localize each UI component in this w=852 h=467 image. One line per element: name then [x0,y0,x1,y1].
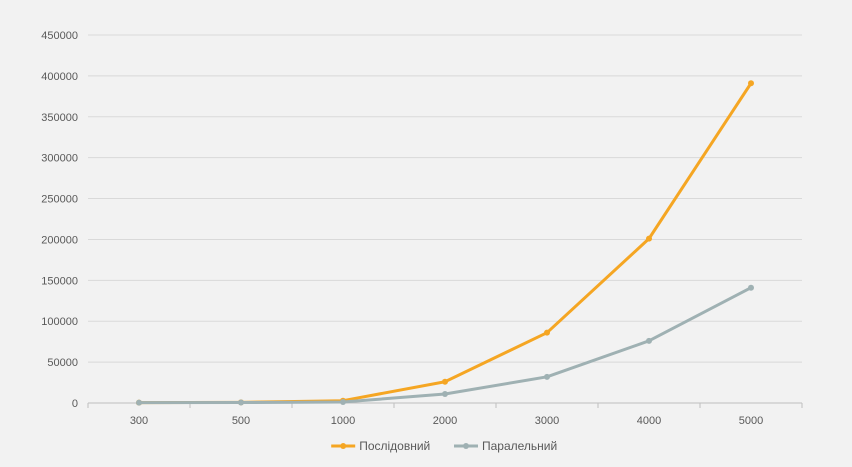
legend-swatch-marker [463,443,469,449]
data-point [442,391,448,398]
y-tick-label: 400000 [41,71,78,83]
legend-label: Послідовний [359,439,430,453]
x-axis-ticks: 300 500 1000 2000 3000 4000 5000 [87,403,803,427]
y-tick-label: 350000 [41,112,78,124]
legend-item: Паралельний [454,439,557,453]
data-point [748,284,754,291]
series-line-0 [137,81,753,405]
x-tick-label: 4000 [637,415,661,427]
x-tick-label: 3000 [535,415,559,427]
x-tick-label: 1000 [331,415,355,427]
x-tick-label: 500 [232,415,250,427]
y-tick-label: 150000 [41,275,78,287]
x-tick-label: 2000 [433,415,457,427]
data-point [544,329,550,336]
legend-item: Послідовний [331,439,430,453]
y-tick-label: 450000 [41,30,78,42]
series-line-1 [137,286,753,405]
x-tick-label: 5000 [739,415,763,427]
legend: Послідовний Паралельний [331,439,557,453]
data-point [238,399,244,406]
data-point [748,80,754,87]
y-tick-label: 200000 [41,234,78,246]
y-tick-label: 0 [72,398,78,410]
y-tick-label: 100000 [41,316,78,328]
data-point [646,337,652,344]
data-point [646,235,652,242]
series-lines [136,80,754,406]
y-tick-label: 300000 [41,153,78,165]
legend-swatch-marker [340,443,347,449]
y-axis-ticks: 0 50000 100000 150000 200000 250000 300000 3500… [41,30,78,410]
legend-label: Паралельний [482,439,557,453]
y-tick-label: 50000 [47,357,78,369]
data-point [340,399,346,406]
gridlines [88,34,802,404]
x-tick-label: 300 [130,415,148,427]
data-point [136,399,142,406]
y-tick-label: 250000 [41,194,78,206]
data-point [544,373,550,380]
data-point [442,378,448,385]
